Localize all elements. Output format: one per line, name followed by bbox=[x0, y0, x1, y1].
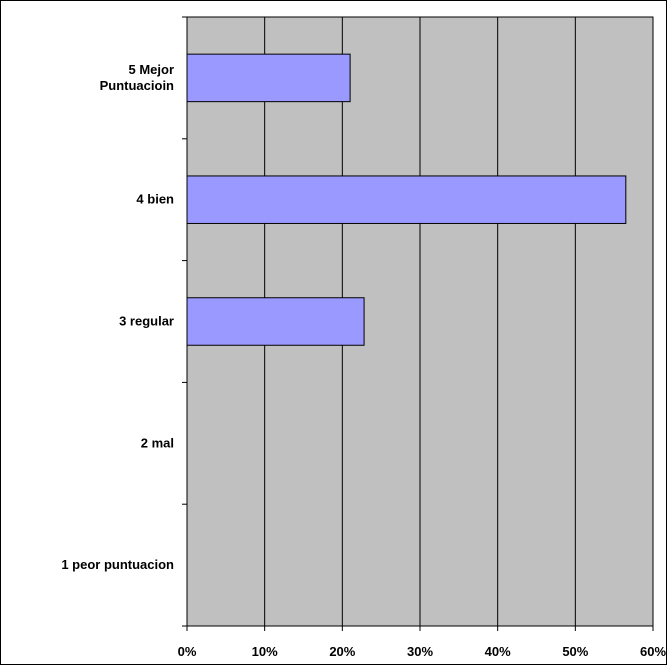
x-tick-label: 30% bbox=[407, 644, 433, 659]
bar bbox=[186, 297, 365, 346]
category-label-line: 3 regular bbox=[119, 314, 174, 329]
x-tick-label: 50% bbox=[562, 644, 588, 659]
plot-area: 5 Mejor Puntuacioin 4 bien 3 regular 2 mal 1 … bbox=[61, 16, 666, 659]
category-label-line: 2 mal bbox=[141, 435, 174, 450]
x-tick-label: 40% bbox=[485, 644, 511, 659]
category-label: 1 peor puntuacion bbox=[61, 557, 174, 572]
category-label-line: 5 Mejor bbox=[128, 62, 174, 77]
bar bbox=[186, 175, 627, 224]
x-tick-label: 10% bbox=[252, 644, 278, 659]
category-label: 5 Mejor Puntuacioin bbox=[100, 62, 174, 93]
category-label: 3 regular bbox=[119, 314, 174, 329]
category-label-line: Puntuacioin bbox=[100, 78, 174, 93]
category-label: 2 mal bbox=[141, 435, 174, 450]
bar bbox=[186, 53, 351, 103]
x-tick-label: 0% bbox=[178, 644, 197, 659]
category-label: 4 bien bbox=[136, 192, 174, 207]
category-label-line: 1 peor puntuacion bbox=[61, 557, 174, 572]
x-tick-label: 60% bbox=[640, 644, 666, 659]
category-label-line: 4 bien bbox=[136, 192, 174, 207]
x-tick-label: 20% bbox=[329, 644, 355, 659]
